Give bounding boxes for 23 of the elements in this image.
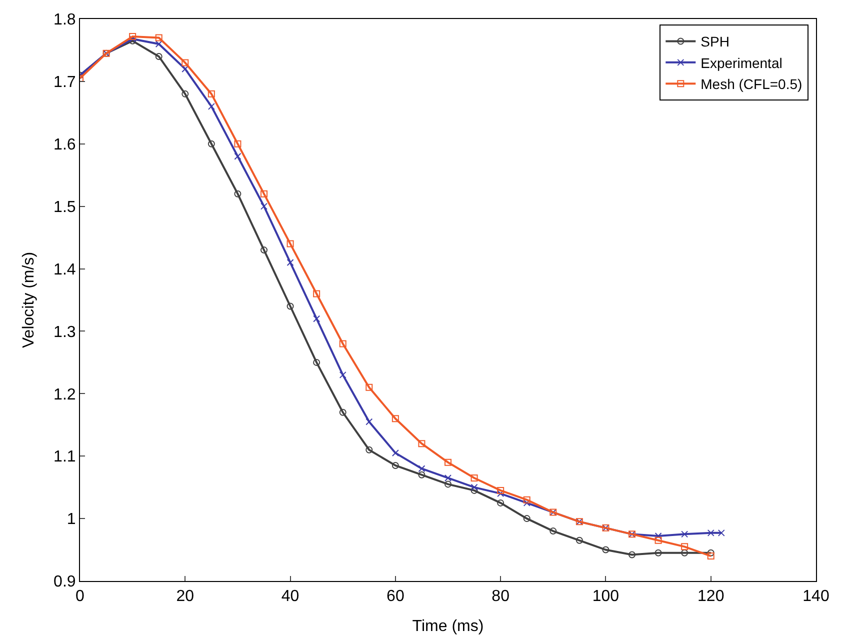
y-tick-label: 1.6	[54, 136, 76, 154]
x-tick-label: 60	[386, 588, 404, 606]
legend-label: SPH	[700, 34, 730, 50]
y-tick-label: 1.3	[54, 324, 76, 341]
y-axis-title: Velocity (m/s)	[20, 252, 38, 348]
x-tick-label: 120	[698, 588, 724, 606]
x-tick-label: 40	[281, 588, 300, 606]
y-tick-label: 1.7	[54, 74, 76, 92]
legend-label: Experimental	[700, 54, 782, 71]
y-tick-label: 1.5	[54, 198, 76, 216]
y-tick-label: 1.8	[54, 12, 76, 29]
x-tick-label: 140	[802, 588, 830, 606]
y-tick-label: 1.2	[54, 386, 76, 404]
y-tick-label: 1	[66, 511, 76, 528]
x-tick-label: 100	[592, 588, 620, 606]
x-tick-label: 80	[492, 588, 510, 606]
y-tick-label: 0.9	[54, 574, 76, 591]
x-tick-label: 0	[76, 588, 85, 606]
x-tick-label: 20	[176, 588, 194, 606]
y-tick-label: 1.1	[54, 448, 76, 466]
y-tick-label: 1.4	[54, 261, 76, 278]
legend-label: Mesh (CFL=0.5)	[700, 76, 802, 92]
x-axis-title: Time (ms)	[412, 618, 484, 635]
